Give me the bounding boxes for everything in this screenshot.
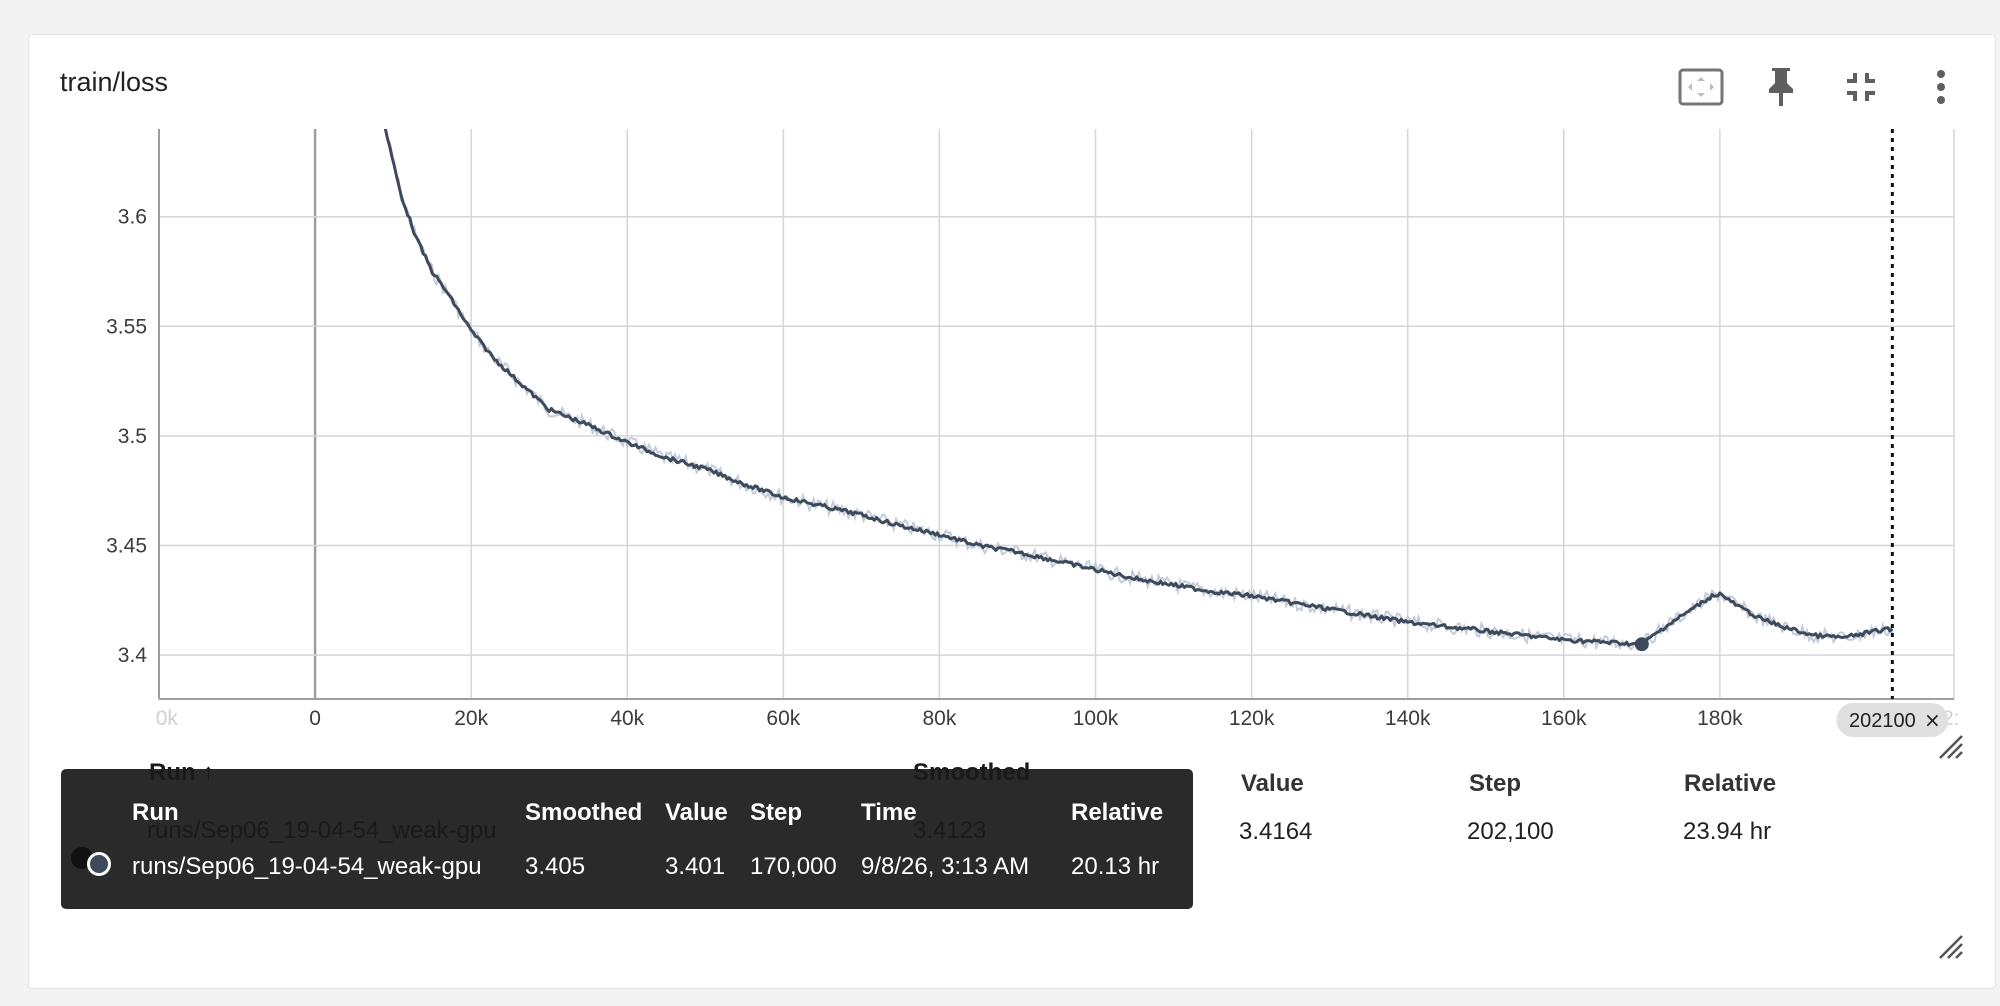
hover-tooltip: Run ↑ Smoothed runs/Sep06_19-04-54_weak-… <box>61 759 1193 909</box>
y-tick-label: 3.55 <box>106 315 147 338</box>
tooltip-header-smoothed: Smoothed <box>525 799 643 826</box>
smoothed-series-line-0 <box>383 129 1894 647</box>
x-edge-label-left: 0k <box>156 707 179 730</box>
fit-domain-button[interactable] <box>1677 63 1725 111</box>
x-tick-label: 60k <box>766 707 800 730</box>
table-header-step: Step <box>1469 770 1522 797</box>
table-cell-relative: 23.94 hr <box>1683 818 1772 845</box>
more-options-button[interactable] <box>1917 63 1965 111</box>
collapse-icon <box>1847 73 1875 101</box>
x-tick-label: 0 <box>309 707 321 730</box>
table-header-relative: Relative <box>1684 770 1777 797</box>
table-cell-smoothed: 3.4123 <box>913 817 987 844</box>
y-tick-label: 3.45 <box>106 535 147 558</box>
table-cell-value: 3.4164 <box>1239 818 1313 845</box>
table-header-run[interactable]: Run ↑ <box>149 759 215 786</box>
tooltip-time: 9/8/26, 3:13 AM <box>861 853 1030 880</box>
x-tick-label: 140k <box>1385 707 1431 730</box>
tooltip-header-step: Step <box>750 799 803 826</box>
table-cell-run: runs/Sep06_19-04-54_weak-gpu <box>147 817 497 844</box>
tooltip-header-value: Value <box>665 799 728 826</box>
pin-icon <box>1769 68 1793 106</box>
tooltip-smoothed: 3.405 <box>525 853 586 880</box>
tooltip-relative: 20.13 hr <box>1071 853 1160 880</box>
x-tick-label: 40k <box>610 707 644 730</box>
step-cursor-label: 202100 <box>1849 710 1916 732</box>
step-cursor-chip[interactable] <box>1836 703 1949 737</box>
y-tick-label: 3.4 <box>118 644 148 667</box>
x-tick-label: 120k <box>1229 707 1275 730</box>
table-header-smoothed: Smoothed <box>913 759 1031 786</box>
resize-handle-icon[interactable] <box>1934 730 1964 760</box>
pin-button[interactable] <box>1757 63 1805 111</box>
tooltip-header-run: Run <box>132 799 179 826</box>
card-resize-icon[interactable] <box>1934 930 1964 960</box>
fit-domain-icon <box>1678 68 1724 106</box>
y-tick-label: 3.6 <box>118 206 147 229</box>
scalar-card: train/loss 0 20k 40k 60k 80k 100k 120k 140k 160k… <box>28 34 1996 989</box>
tooltip-run-dot <box>87 852 111 876</box>
x-tick-label: 160k <box>1541 707 1587 730</box>
close-icon[interactable]: × <box>1924 708 1941 732</box>
x-tick-label: 20k <box>454 707 488 730</box>
tooltip-value: 3.401 <box>665 853 726 880</box>
y-tick-label: 3.5 <box>118 425 147 448</box>
collapse-button[interactable] <box>1837 63 1885 111</box>
hover-point[interactable] <box>1634 637 1649 652</box>
more-vert-icon <box>1937 70 1945 104</box>
x-tick-label: 80k <box>923 707 957 730</box>
tooltip-step: 170,000 <box>750 853 837 880</box>
raw-series-line-0 <box>384 129 1894 652</box>
x-tick-label: 100k <box>1073 707 1119 730</box>
table-cell-step: 202,100 <box>1467 818 1554 845</box>
tooltip-header-time: Time <box>861 799 917 826</box>
x-tick-label: 180k <box>1697 707 1743 730</box>
table-header-value: Value <box>1241 770 1304 797</box>
card-title: train/loss <box>60 67 169 97</box>
tooltip-header-relative: Relative <box>1071 799 1164 826</box>
tooltip-run: runs/Sep06_19-04-54_weak-gpu <box>132 853 482 880</box>
